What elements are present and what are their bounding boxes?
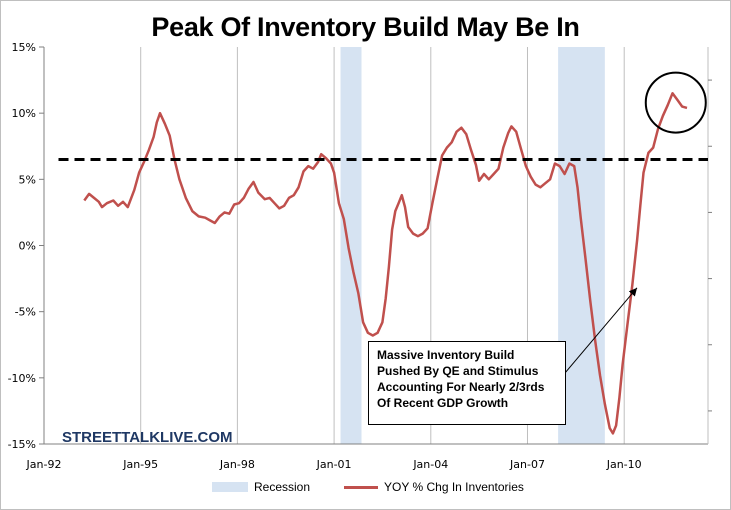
y-tick-label: 10% xyxy=(12,107,36,120)
x-tick-label: Jan-98 xyxy=(219,458,255,471)
chart-title: Peak Of Inventory Build May Be In xyxy=(151,12,580,42)
highlight-circle xyxy=(644,71,707,134)
x-tick-label: Jan-10 xyxy=(606,458,642,471)
y-tick-label: -10% xyxy=(8,372,36,385)
annotation-box: Massive Inventory Build Pushed By QE and… xyxy=(368,341,566,425)
annotation-line-3: Accounting For Nearly 2/3rds xyxy=(377,380,545,394)
y-tick-label: -5% xyxy=(15,306,36,319)
recession-band-1 xyxy=(340,47,362,444)
y-tick-label: 15% xyxy=(12,41,36,54)
x-tick-label: Jan-92 xyxy=(26,458,62,471)
annotation-line-2: Pushed By QE and Stimulus xyxy=(377,364,539,378)
legend-recession-label: Recession xyxy=(254,480,311,494)
y-tick-label: 0% xyxy=(19,240,36,253)
legend: Recession YOY % Chg In Inventories xyxy=(212,478,524,496)
annotation-line-1: Massive Inventory Build xyxy=(377,348,515,362)
x-tick-label: Jan-04 xyxy=(412,458,448,471)
watermark: STREETTALKLIVE.COM xyxy=(62,429,233,446)
x-tick-label: Jan-95 xyxy=(122,458,158,471)
y-tick-label: -15% xyxy=(8,438,36,451)
legend-recession-swatch xyxy=(212,482,248,492)
legend-series-label: YOY % Chg In Inventories xyxy=(384,480,524,494)
y-tick-label: 5% xyxy=(19,173,36,186)
legend-series-swatch xyxy=(344,485,379,489)
series-line-1 xyxy=(83,92,688,435)
x-tick-label: Jan-01 xyxy=(316,458,352,471)
annotation-line-4: Of Recent GDP Growth xyxy=(377,396,509,410)
x-tick-label: Jan-07 xyxy=(509,458,545,471)
